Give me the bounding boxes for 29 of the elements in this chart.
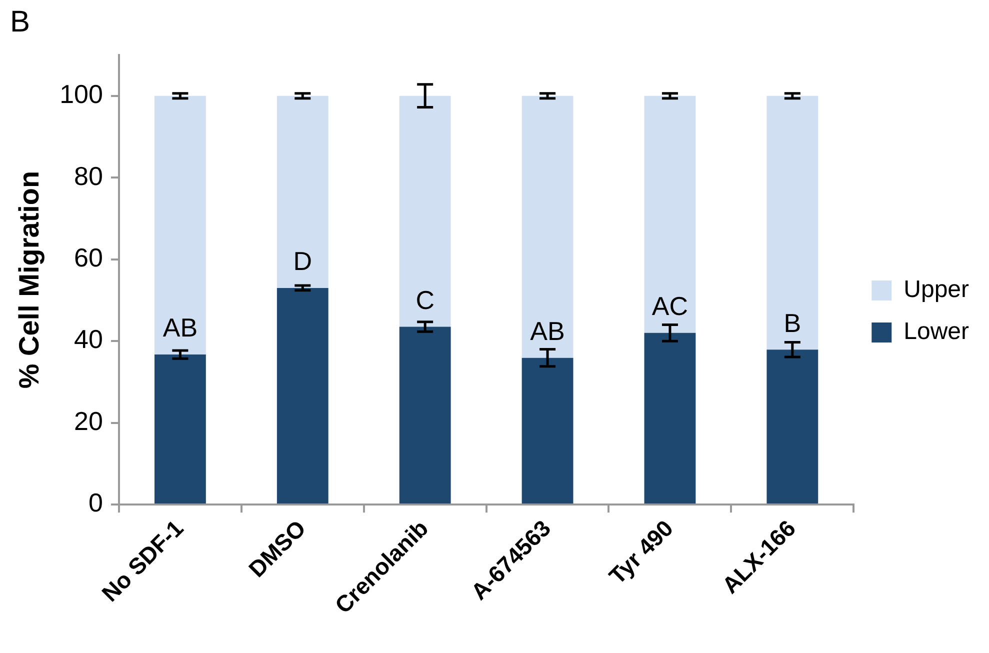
bar (522, 358, 574, 504)
annotation: C (416, 284, 434, 315)
annotation: D (293, 246, 312, 276)
chart-title: B (10, 5, 30, 38)
y-tick-label: 60 (74, 242, 103, 273)
bar (276, 96, 328, 288)
y-tick-label: 40 (74, 324, 103, 354)
annotation: B (784, 308, 802, 338)
annotation: AB (162, 312, 198, 343)
bar (276, 288, 328, 504)
y-tick-label: 20 (74, 406, 103, 436)
bar (154, 96, 206, 355)
bar (522, 96, 574, 358)
y-tick-label: 100 (60, 79, 103, 110)
legend-label: Upper (904, 276, 970, 304)
bar (766, 96, 818, 350)
annotation: AC (652, 291, 688, 322)
y-axis-title: % Cell Migration (14, 170, 45, 389)
bar (766, 350, 818, 504)
bar (644, 332, 696, 504)
y-tick-label: 80 (74, 160, 103, 191)
bar (644, 96, 696, 333)
bar (399, 326, 451, 504)
bar (399, 96, 451, 327)
x-tick-label: Tyr 490 (604, 514, 678, 590)
annotation: AB (530, 316, 565, 346)
legend-label: Lower (904, 318, 970, 346)
y-tick-label: 0 (88, 488, 103, 518)
bar (154, 354, 206, 504)
